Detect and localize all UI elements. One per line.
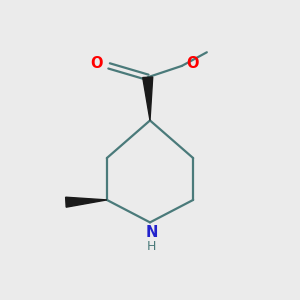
Text: N: N — [145, 225, 158, 240]
Text: O: O — [91, 56, 103, 71]
Polygon shape — [143, 77, 153, 121]
Polygon shape — [66, 197, 107, 207]
Text: O: O — [186, 56, 199, 71]
Text: H: H — [147, 240, 156, 253]
